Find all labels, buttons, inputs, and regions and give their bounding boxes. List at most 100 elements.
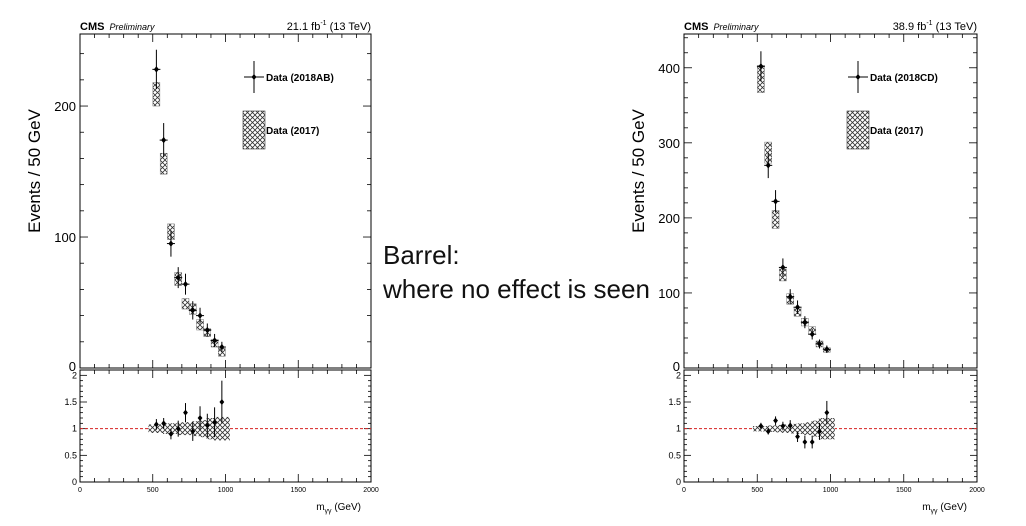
- ratio-band-cell: [213, 416, 230, 441]
- ratio-point: [802, 439, 808, 445]
- experiment-label: CMS: [684, 21, 708, 33]
- ratio-point: [795, 433, 800, 440]
- annotation-line-1: Barrel:: [383, 240, 460, 270]
- data-point: [212, 337, 218, 344]
- x-tick-label: 2000: [969, 487, 985, 494]
- preliminary-label: Preliminary: [713, 22, 759, 32]
- ratio-point: [219, 399, 225, 405]
- plot-left-2018ab: CMS Preliminary 21.1 fb-1 (13 TeV) Events /…: [25, 20, 379, 515]
- x-tick-label: 0: [682, 487, 686, 494]
- y-tick-label: 0: [673, 359, 680, 374]
- data-point: [153, 66, 159, 73]
- annotation-line-2: where no effect is seen: [383, 274, 650, 304]
- ratio-point: [212, 419, 217, 426]
- data-point: [758, 63, 764, 70]
- cms-label: CMS Preliminary: [684, 21, 759, 33]
- lumi-label: 38.9 fb-1 (13 TeV): [893, 20, 977, 33]
- ratio-point: [153, 421, 159, 428]
- preliminary-label: Preliminary: [109, 22, 155, 32]
- ratio-tick-label: 1: [72, 424, 77, 434]
- ratio-point: [773, 417, 778, 424]
- ratio-point: [190, 428, 196, 435]
- data-point: [787, 293, 793, 300]
- legend-reference-swatch: [846, 110, 870, 150]
- x-axis-title-main: m: [316, 502, 324, 513]
- legend-data-marker: [251, 74, 257, 80]
- ratio-point: [787, 422, 793, 429]
- ratio-point: [175, 425, 181, 432]
- legend-reference-label: Data (2017): [266, 126, 319, 137]
- ratio-point: [197, 415, 203, 421]
- lumi-value: 38.9 fb: [893, 21, 927, 33]
- x-axis-title: mγγ (GeV): [316, 502, 361, 515]
- ratio-band-cell: [818, 418, 835, 440]
- lumi-label: 21.1 fb-1 (13 TeV): [287, 20, 371, 33]
- x-axis-title-subscript: γγ: [931, 508, 939, 515]
- ratio-tick-label: 2: [72, 370, 77, 380]
- y-tick-label: 100: [658, 286, 680, 301]
- data-point: [182, 280, 188, 288]
- data-point: [204, 326, 210, 334]
- reference-box: [771, 210, 780, 229]
- lumi-energy: (13 TeV): [933, 21, 977, 33]
- ratio-point: [809, 439, 815, 445]
- data-point: [765, 162, 771, 169]
- data-point: [795, 304, 801, 311]
- ratio-point: [183, 409, 188, 416]
- ratio-point: [204, 422, 210, 429]
- x-tick-label: 1500: [896, 487, 912, 494]
- x-tick-label: 500: [147, 487, 159, 494]
- data-point: [817, 340, 823, 348]
- ratio-point: [758, 423, 764, 429]
- x-axis-title-unit: (GeV): [332, 502, 361, 513]
- ratio-point: [780, 423, 786, 429]
- data-point: [219, 343, 225, 351]
- data-point: [802, 319, 808, 326]
- legend-reference-swatch: [242, 110, 266, 150]
- lumi-value: 21.1 fb: [287, 21, 321, 33]
- x-tick-label: 1500: [290, 487, 306, 494]
- y-tick-label: 400: [658, 61, 680, 76]
- lumi-exponent: -1: [320, 20, 326, 27]
- legend-data-label: Data (2018CD): [870, 73, 938, 84]
- ratio-point: [765, 428, 771, 435]
- ratio-point: [817, 428, 822, 435]
- data-point: [824, 346, 830, 353]
- ratio-point: [161, 420, 167, 427]
- annotation-text: Barrel: where no effect is seen: [383, 238, 650, 306]
- y-axis-title: Events / 50 GeV: [25, 108, 44, 232]
- data-point: [161, 136, 167, 144]
- main-pad-frame: [79, 33, 372, 369]
- reference-box: [181, 298, 190, 310]
- plot-right-2018cd: CMS Preliminary 38.9 fb-1 (13 TeV) Events /…: [629, 20, 985, 515]
- data-point: [780, 264, 786, 271]
- ratio-point: [824, 409, 830, 416]
- ratio-tick-label: 1.5: [668, 397, 681, 407]
- y-tick-label: 200: [54, 99, 76, 114]
- legend-data-marker: [855, 74, 861, 80]
- ratio-tick-label: 0: [72, 477, 77, 487]
- data-point: [197, 312, 203, 319]
- ratio-tick-label: 0.5: [668, 450, 681, 460]
- y-tick-label: 300: [658, 136, 680, 151]
- x-tick-label: 1000: [218, 487, 234, 494]
- ratio-point: [168, 431, 174, 437]
- legend-reference-label: Data (2017): [870, 126, 923, 137]
- main-pad-frame: [683, 33, 978, 369]
- y-tick-label: 200: [658, 211, 680, 226]
- cms-label: CMS Preliminary: [80, 21, 155, 33]
- experiment-label: CMS: [80, 21, 104, 33]
- x-axis-title-main: m: [922, 502, 930, 513]
- y-tick-label: 100: [54, 230, 76, 245]
- ratio-tick-label: 1: [676, 424, 681, 434]
- x-tick-label: 2000: [363, 487, 379, 494]
- data-point: [809, 331, 815, 338]
- lumi-exponent: -1: [926, 20, 932, 27]
- data-point: [168, 240, 174, 247]
- ratio-tick-label: 0.5: [64, 450, 77, 460]
- legend-data-label: Data (2018AB): [266, 73, 334, 84]
- ratio-tick-label: 1.5: [64, 397, 77, 407]
- data-point: [175, 274, 181, 281]
- x-tick-label: 500: [751, 487, 763, 494]
